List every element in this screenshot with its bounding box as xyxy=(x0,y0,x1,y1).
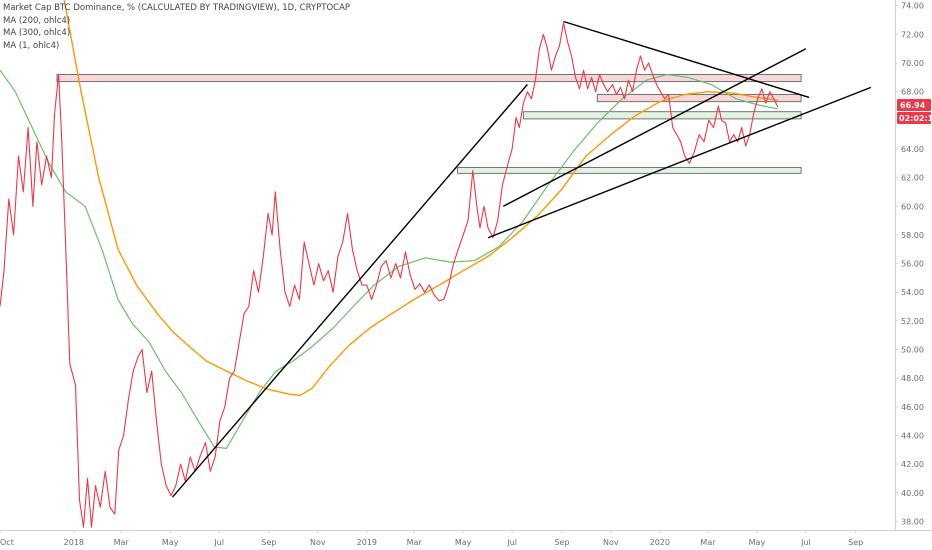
y-tick-label: 50.00 xyxy=(901,346,924,355)
price-badge-text: 66.94 xyxy=(900,101,926,110)
x-tick-label: May xyxy=(749,538,766,547)
legend-ma300[interactable]: MA (300, ohlc4) xyxy=(3,28,71,38)
y-tick-label: 72.00 xyxy=(901,30,924,39)
y-tick-label: 60.00 xyxy=(901,202,924,211)
y-tick-label: 62.00 xyxy=(901,174,924,183)
y-tick-label: 44.00 xyxy=(901,431,924,440)
x-tick-label: Mar xyxy=(407,538,423,547)
x-tick-label: Nov xyxy=(603,538,619,547)
x-tick-label: 2020 xyxy=(650,538,670,547)
x-tick-label: 2019 xyxy=(357,538,377,547)
y-tick-label: 46.00 xyxy=(901,403,924,412)
x-tick-label: May xyxy=(162,538,179,547)
series-btc-dominance[interactable] xyxy=(0,22,779,528)
series-ma300[interactable] xyxy=(63,0,778,397)
x-tick-label: Sep xyxy=(848,538,863,547)
time-axis[interactable]: Oct 2018 Mar May Jul Sep Nov 2019 Mar May Jul Sep No… xyxy=(0,530,863,547)
zones-layer xyxy=(56,74,802,174)
time-badge-text: 02:02:16 xyxy=(899,114,932,123)
x-tick-label: Mar xyxy=(700,538,716,547)
y-tick-label: 40.00 xyxy=(901,489,924,498)
x-tick-label: Sep xyxy=(554,538,569,547)
x-tick-label: Jul xyxy=(506,538,517,547)
legend-ma1[interactable]: MA (1, ohlc4) xyxy=(3,40,60,51)
y-tick-label: 48.00 xyxy=(901,374,924,383)
x-tick-label: Oct xyxy=(0,538,14,547)
zone-green-3[interactable] xyxy=(457,167,802,174)
y-tick-label: 74.00 xyxy=(901,2,924,11)
y-tick-label: 54.00 xyxy=(901,288,924,297)
price-axis[interactable]: 38.00 40.00 42.00 44.00 46.00 48.00 50.00 52.00… xyxy=(895,2,924,527)
x-tick-label: Mar xyxy=(114,538,130,547)
series-ma200[interactable] xyxy=(0,69,778,449)
y-tick-label: 58.00 xyxy=(901,231,924,240)
y-tick-label: 64.00 xyxy=(901,145,924,154)
x-tick-label: May xyxy=(455,538,472,547)
y-tick-label: 70.00 xyxy=(901,59,924,68)
time-badge: 02:02:16 xyxy=(897,112,932,124)
x-tick-label: Jul xyxy=(213,538,224,547)
y-tick-label: 56.00 xyxy=(901,260,924,269)
zone-red-1[interactable] xyxy=(596,94,802,103)
zone-red-0[interactable] xyxy=(56,74,802,83)
x-tick-label: 2018 xyxy=(64,538,84,547)
y-tick-label: 38.00 xyxy=(901,517,924,526)
series-layer xyxy=(0,0,779,528)
y-tick-label: 68.00 xyxy=(901,88,924,97)
legend-main-title[interactable]: Market Cap BTC Dominance, % (CALCULATED … xyxy=(3,3,351,13)
time-badge-background xyxy=(897,112,931,124)
price-badge: 66.94 xyxy=(897,99,931,111)
trendline-1[interactable] xyxy=(172,84,528,498)
x-tick-label: Sep xyxy=(261,538,276,547)
y-tick-label: 42.00 xyxy=(901,460,924,469)
zone-green-2[interactable] xyxy=(522,111,802,120)
x-tick-label: Jul xyxy=(800,538,811,547)
price-badge-background xyxy=(897,99,931,111)
x-tick-label: Nov xyxy=(310,538,326,547)
y-tick-label: 52.00 xyxy=(901,317,924,326)
chart-legend: Market Cap BTC Dominance, % (CALCULATED … xyxy=(3,2,350,52)
trendline-4[interactable] xyxy=(502,48,807,207)
trendlines-layer xyxy=(172,20,872,498)
trendline-3[interactable] xyxy=(563,20,810,99)
legend-ma200[interactable]: MA (200, ohlc4) xyxy=(3,15,71,26)
trendline-2[interactable] xyxy=(487,86,872,239)
